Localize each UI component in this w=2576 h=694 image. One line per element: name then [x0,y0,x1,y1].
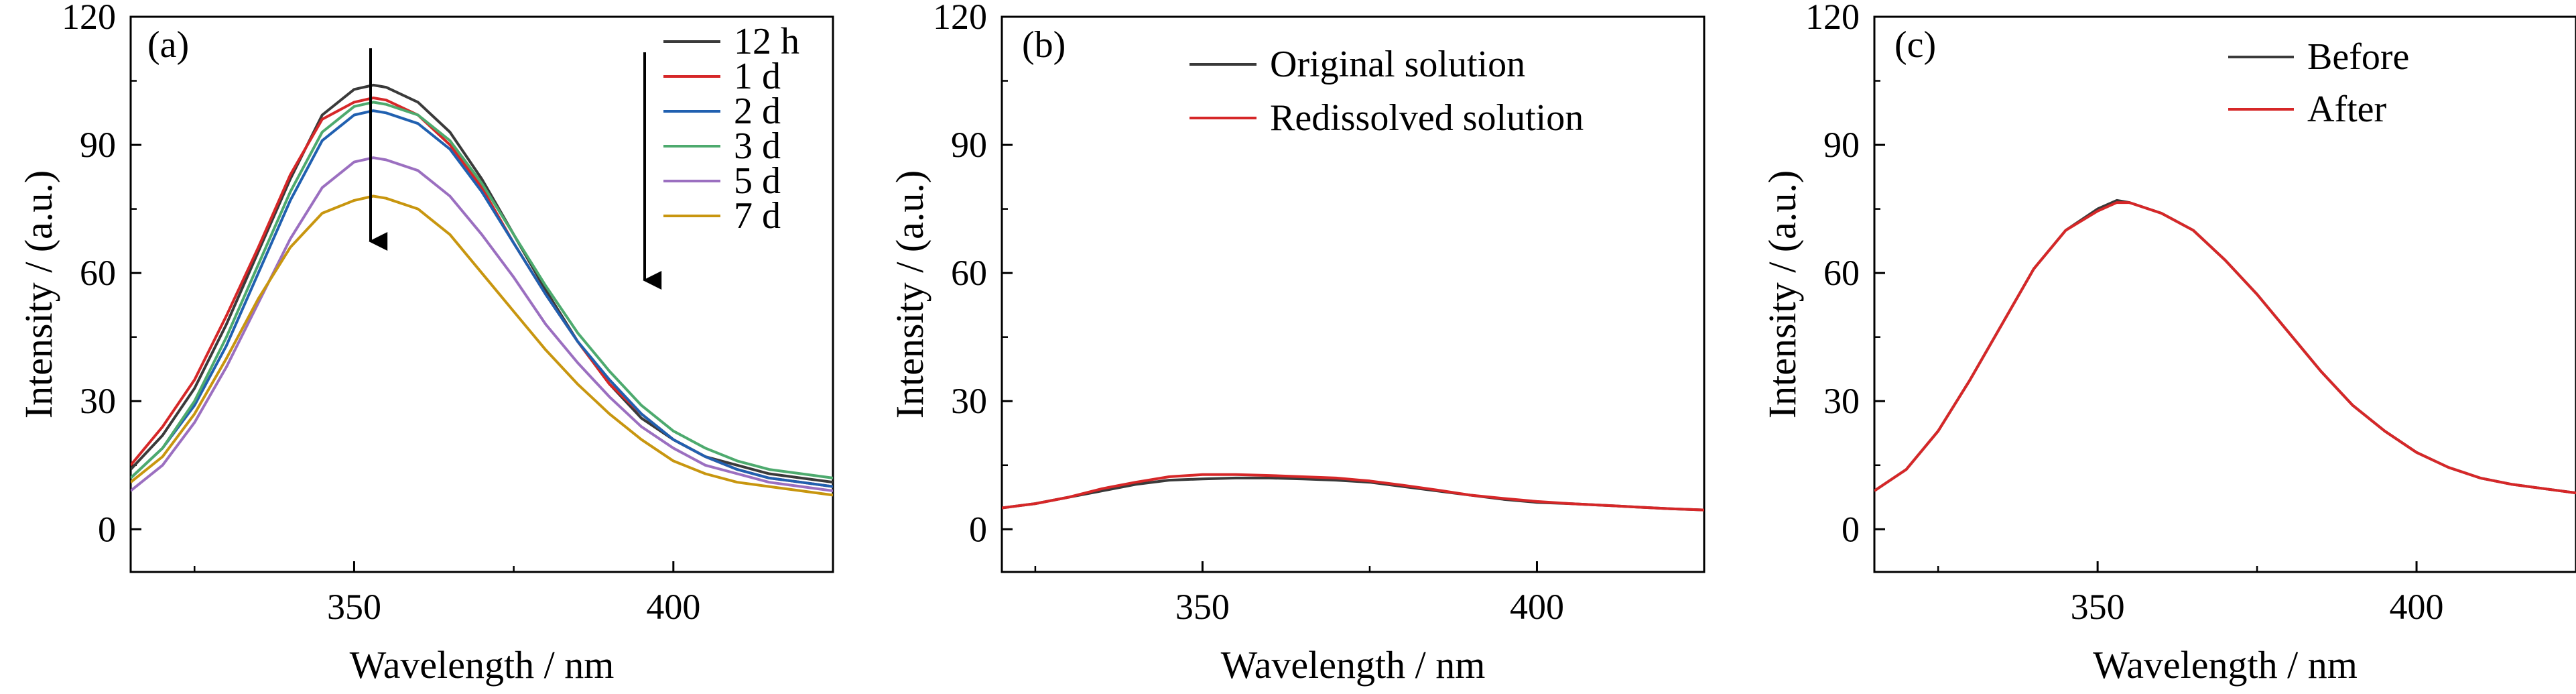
legend-label: 12 h [734,21,799,62]
y-tick-label: 90 [951,125,987,165]
y-tick-label: 60 [951,253,987,293]
legend-label: 7 d [734,195,781,237]
legend-label: Redissolved solution [1270,97,1584,139]
legend-label: After [2307,89,2387,130]
series-group [131,83,833,497]
x-axis-title: Wavelength / nm [1221,643,1486,687]
series-line-redissolved-solution [1002,473,1704,512]
y-tick-label: 90 [80,125,116,165]
legend: Before After [2228,36,2409,130]
y-tick-label: 0 [1842,509,1860,549]
panel-label: (c) [1894,24,1936,66]
series-line-7-d [131,194,833,497]
series-group [1002,473,1704,512]
y-tick-label: 120 [1805,0,1860,37]
legend-label: 3 d [734,125,781,167]
y-axis-title: Intensity / (a.u.) [888,170,931,418]
plot-frame [1873,15,2576,573]
x-tick-label: 400 [2390,587,2444,627]
plot-frame [129,15,834,573]
y-tick-label: 120 [933,0,987,37]
x-tick-label: 350 [1175,587,1230,627]
legend-label: Original solution [1270,44,1525,85]
series-group [1874,198,2576,495]
x-tick-label: 350 [327,587,381,627]
series-line-2-d [131,109,833,488]
y-tick-label: 120 [62,0,116,37]
legend: 12 h1 d2 d3 d5 d7 d [663,21,799,237]
y-tick-label: 90 [1823,125,1860,165]
series-line-1-d [131,97,833,488]
x-tick-label: 400 [1510,587,1564,627]
y-tick-label: 60 [80,253,116,293]
series-line-12-h [131,83,833,484]
y-tick-label: 0 [98,509,116,549]
panel-label: (a) [147,24,189,66]
series-line-before [1874,198,2576,495]
chart-panel-3: 0 30 60 90 120 350 400 Wavelength / nm Intensity… [1760,0,2576,687]
y-tick-label: 0 [969,509,987,549]
x-tick-label: 350 [2071,587,2125,627]
chart-panel-1: 0 30 60 90 120 350 400 Wavelength / nm Intensity… [17,0,834,687]
legend-label: 5 d [734,160,781,202]
y-axis-title: Intensity / (a.u.) [1760,170,1804,418]
y-tick-label: 30 [80,381,116,421]
series-line-after [1874,201,2576,495]
x-axis-title: Wavelength / nm [350,643,615,687]
y-tick-label: 30 [1823,381,1860,421]
series-line-5-d [131,156,833,492]
series-line-3-d [131,101,833,479]
legend-label: 2 d [734,91,781,132]
plot-frame [1001,15,1705,573]
chart-panel-2: 0 30 60 90 120 350 400 Wavelength / nm Intensity… [888,0,1705,687]
panel-label: (b) [1022,24,1066,66]
y-tick-label: 30 [951,381,987,421]
legend-label: Before [2307,36,2409,78]
x-tick-label: 400 [646,587,700,627]
y-axis-title: Intensity / (a.u.) [17,170,60,418]
legend: Original solution Redissolved solution [1189,44,1584,139]
x-axis-title: Wavelength / nm [2093,643,2358,687]
legend-label: 1 d [734,56,781,97]
y-tick-label: 60 [1823,253,1860,293]
